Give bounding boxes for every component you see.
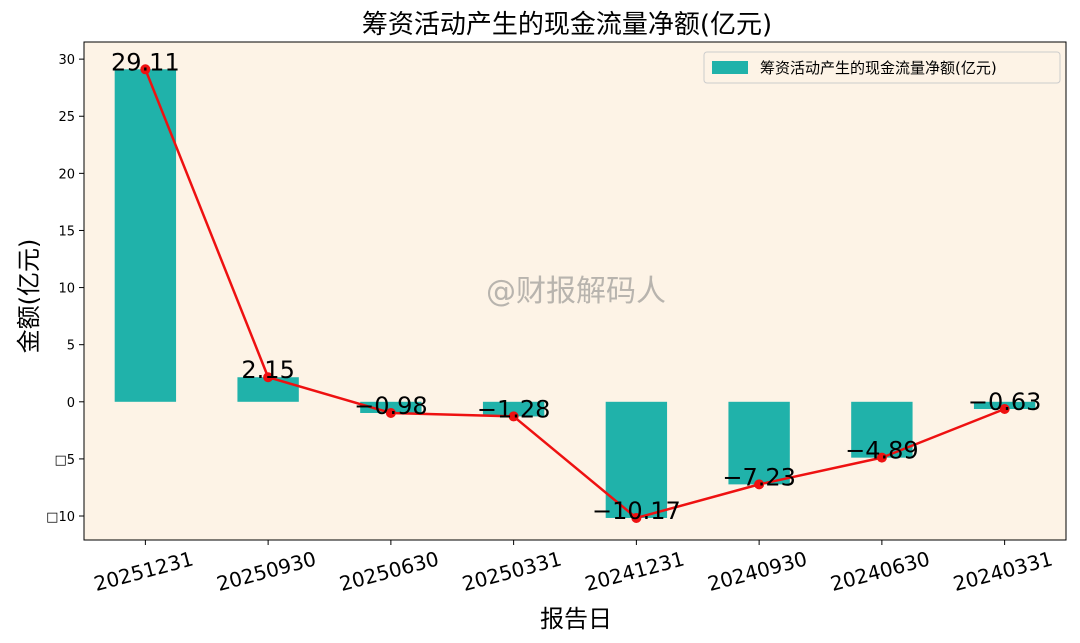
chart-title: 筹资活动产生的现金流量净额(亿元)	[362, 10, 772, 40]
line-point-20241231	[631, 512, 642, 523]
bar-20241231	[605, 401, 668, 518]
line-point-20240930	[754, 479, 765, 490]
legend-swatch	[712, 61, 748, 74]
data-labels-group: 29.11 2.15 −0.98 −1.28 −10.17 −7.23 −4.89 −0.63	[111, 48, 1041, 525]
bar-20250331	[482, 401, 545, 417]
y-tick-label: 25	[58, 110, 75, 125]
data-label: −10.17	[592, 497, 681, 525]
y-tick-label: □10	[46, 510, 75, 525]
x-axis-label: 报告日	[540, 605, 612, 633]
legend-label: 筹资活动产生的现金流量净额(亿元)	[760, 59, 997, 77]
y-tick-label: 20	[58, 167, 75, 182]
data-label: −0.98	[354, 392, 428, 420]
y-tick-label: 0	[67, 396, 75, 411]
watermark-text: @财报解码人	[486, 274, 666, 309]
y-tick-label: 10	[58, 282, 75, 297]
data-label: −0.63	[968, 388, 1042, 416]
bar-20251231	[114, 69, 177, 402]
legend: 筹资活动产生的现金流量净额(亿元)	[703, 51, 1061, 84]
data-label: −1.28	[477, 395, 551, 423]
plot-frame	[83, 41, 1067, 541]
data-label: 2.15	[241, 356, 294, 384]
bar-20250630	[360, 401, 422, 413]
line-point-20240331	[999, 403, 1010, 414]
trend-line-group	[140, 64, 1010, 523]
y-axis: 30 25 20 15 10 5 0 □5 □10	[46, 53, 84, 525]
y-tick-label: 15	[58, 224, 75, 239]
legend-box	[703, 51, 1061, 84]
line-point-20250930	[263, 372, 274, 383]
line-point-20240630	[876, 452, 887, 463]
data-label: 29.11	[111, 48, 180, 76]
line-point-20250331	[508, 411, 519, 422]
data-label: −4.89	[845, 437, 919, 465]
y-tick-label: 5	[67, 339, 75, 354]
y-tick-label: 30	[58, 53, 75, 68]
line-point-20251231	[140, 64, 151, 75]
trend-line	[144, 68, 1006, 520]
bar-20240930	[728, 401, 790, 485]
line-point-20250630	[385, 407, 396, 418]
y-tick-label: □5	[54, 453, 75, 468]
y-axis-label: 金额(亿元)	[15, 239, 43, 354]
data-label: −7.23	[722, 463, 796, 491]
